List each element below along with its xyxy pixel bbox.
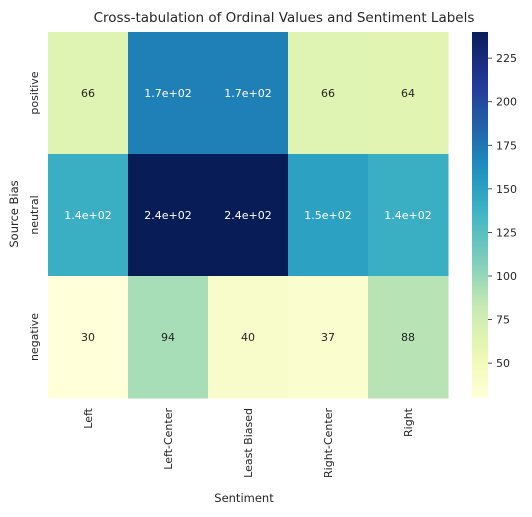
heatmap-cell [288, 276, 369, 399]
y-tick-labels: positive neutral negative [28, 71, 41, 361]
x-tick-label: Left-Center [162, 408, 175, 470]
colorbar-tick-label: 150 [496, 183, 517, 196]
heatmap-cell [368, 154, 449, 277]
cell-value-label: 37 [321, 331, 335, 344]
colorbar-ticks: 50 75 100 125 150 175 200 225 [488, 52, 517, 370]
x-tick-labels: Left Left-Center Least Biased Right-Center R… [82, 407, 415, 478]
cell-value-label: 2.4e+02 [144, 209, 191, 222]
cell-value-label: 1.7e+02 [224, 87, 271, 100]
chart-title: Cross-tabulation of Ordinal Values and S… [94, 10, 475, 26]
heatmap-cell [48, 276, 129, 399]
heatmap-cell-labels: 66 1.7e+02 1.7e+02 66 64 1.4e+02 2.4e+02 2.4e+0… [64, 87, 431, 344]
heatmap-cell [48, 32, 129, 155]
y-tick-label: neutral [28, 195, 41, 234]
heatmap-cell [208, 154, 289, 277]
y-axis-label: Source Bias [7, 180, 21, 247]
heatmap-cell [288, 154, 369, 277]
colorbar-tick-label: 50 [496, 357, 510, 370]
cell-value-label: 1.4e+02 [384, 209, 431, 222]
heatmap-cell [208, 32, 289, 155]
x-tick-label: Left [82, 407, 95, 428]
heatmap-cell [368, 32, 449, 155]
cell-value-label: 1.5e+02 [304, 209, 351, 222]
x-axis-label: Sentiment [214, 491, 274, 505]
colorbar-tick-label: 225 [496, 52, 517, 65]
x-tick-label: Right [402, 407, 415, 437]
heatmap-cells [48, 32, 449, 399]
x-tick-label: Right-Center [322, 408, 335, 478]
cell-value-label: 1.7e+02 [144, 87, 191, 100]
cell-value-label: 66 [321, 87, 335, 100]
cell-value-label: 66 [81, 87, 95, 100]
heatmap-cell [368, 276, 449, 399]
colorbar-tick-label: 75 [496, 314, 510, 327]
colorbar-tick-label: 125 [496, 226, 517, 239]
heatmap-cell [128, 276, 209, 399]
cell-value-label: 40 [241, 331, 255, 344]
heatmap-cell [128, 32, 209, 155]
x-tick-label: Least Biased [242, 408, 255, 478]
heatmap-cell [208, 276, 289, 399]
cell-value-label: 88 [401, 331, 415, 344]
colorbar-tick-label: 100 [496, 270, 517, 283]
cell-value-label: 1.4e+02 [64, 209, 111, 222]
colorbar-tick-label: 175 [496, 139, 517, 152]
colorbar [472, 32, 488, 398]
cell-value-label: 2.4e+02 [224, 209, 271, 222]
cell-value-label: 30 [81, 331, 95, 344]
y-tick-label: positive [28, 71, 41, 114]
y-tick-label: negative [28, 313, 41, 361]
colorbar-tick-label: 200 [496, 96, 517, 109]
heatmap-cell [128, 154, 209, 277]
heatmap-cell [288, 32, 369, 155]
cell-value-label: 64 [401, 87, 415, 100]
cell-value-label: 94 [161, 331, 175, 344]
heatmap-cell [48, 154, 129, 277]
